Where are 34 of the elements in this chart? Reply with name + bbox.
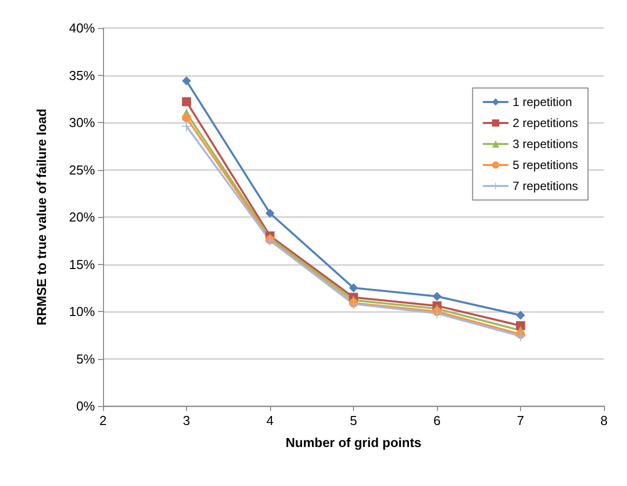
point (182, 113, 191, 122)
point (182, 97, 191, 106)
point (266, 208, 274, 218)
y-tick-label: 5% (76, 351, 96, 366)
x-tick-label: 6 (433, 413, 441, 428)
y-tick-label: 35% (68, 68, 96, 83)
point (432, 292, 442, 301)
point (182, 121, 192, 132)
legend-label: 3 repetitions (512, 137, 578, 151)
x-tick-label: 3 (182, 413, 190, 428)
legend-label: 1 repetition (512, 95, 572, 109)
y-tick-label: 15% (68, 256, 96, 272)
legend-label: 7 repetitions (512, 179, 578, 193)
y-tick-label: 40% (68, 20, 96, 36)
point (432, 308, 442, 318)
point (516, 321, 525, 330)
x-tick-label: 8 (600, 413, 608, 428)
y-tick-label: 25% (68, 162, 96, 178)
y-axis-title: RRMSE to true value of failure load (34, 108, 49, 326)
x-tick-label: 4 (266, 413, 274, 428)
point (516, 310, 525, 320)
x-tick-label: 7 (516, 413, 524, 428)
x-tick-label: 5 (350, 413, 358, 428)
y-tick-label: 0% (76, 398, 96, 414)
y-tick-label: 10% (68, 304, 96, 319)
x-tick-label: 2 (99, 413, 107, 428)
y-tick-label: 20% (68, 210, 96, 224)
x-axis-title: Number of grid points (286, 435, 422, 450)
y-tick-label: 30% (68, 115, 96, 130)
point (516, 331, 526, 342)
point (182, 76, 191, 86)
legend-label: 2 repetitions (512, 116, 578, 130)
point (349, 283, 358, 292)
legend-label: 5 repetitions (512, 158, 578, 172)
